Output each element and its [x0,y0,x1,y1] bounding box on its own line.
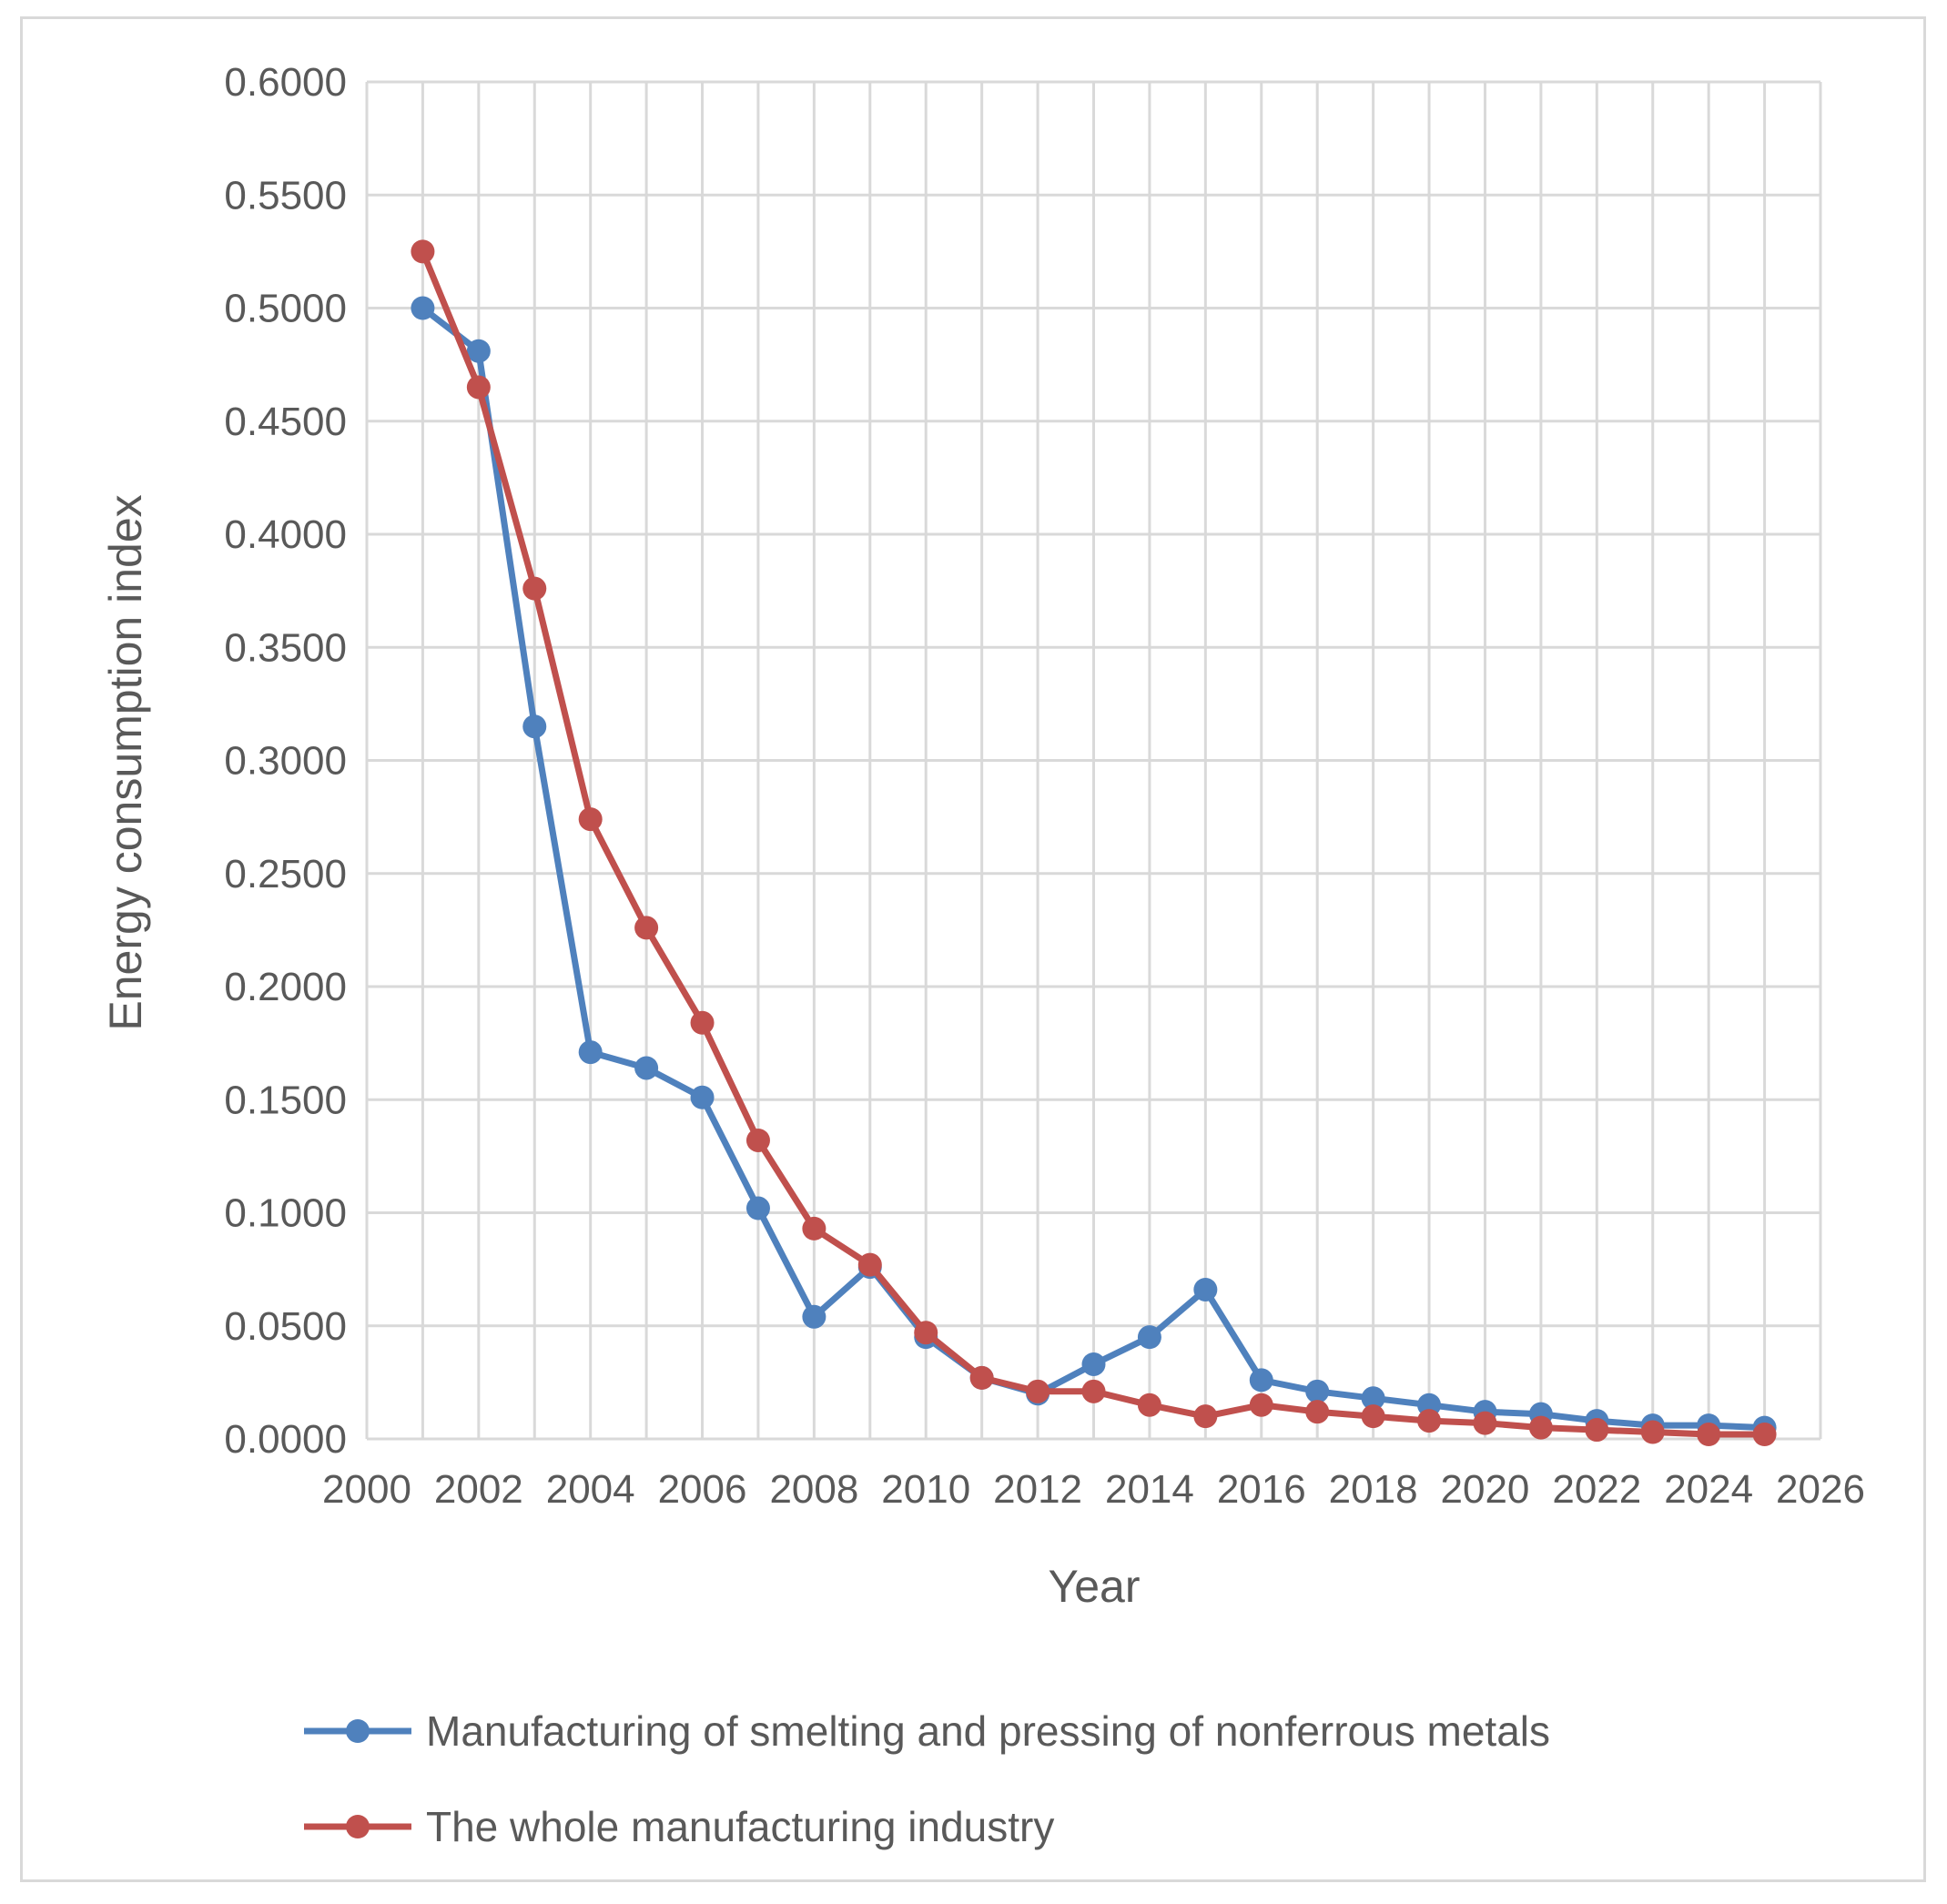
data-point [466,339,491,363]
legend-label-series-1: Manufacturing of smelting and pressing o… [426,1707,1550,1755]
data-point [1585,1418,1609,1443]
legend-label-series-2: The whole manufacturing industry [426,1803,1054,1850]
data-point [1081,1379,1106,1403]
data-point [1417,1409,1442,1433]
data-point [1305,1400,1330,1424]
data-point [857,1252,882,1277]
y-tick-label: 0.2000 [224,965,347,1009]
grid [365,80,1822,1441]
legend-item-series-1: Manufacturing of smelting and pressing o… [304,1707,1550,1755]
y-axis-ticks: 0.0000 0.0500 0.1000 0.1500 0.2000 0.2500 0.30… [224,60,347,1462]
data-point [1081,1352,1106,1376]
data-point [802,1304,826,1329]
data-point [1249,1368,1273,1393]
y-tick-label: 0.3500 [224,625,347,670]
y-tick-label: 0.4000 [224,512,347,557]
data-point [634,916,659,940]
data-point [1137,1325,1161,1350]
data-point [1193,1277,1218,1301]
x-tick-label: 2014 [1105,1467,1194,1512]
data-point [1361,1386,1385,1411]
y-tick-label: 0.1500 [224,1078,347,1122]
data-point [1752,1423,1777,1447]
data-point [1640,1420,1665,1444]
x-tick-label: 2026 [1776,1467,1865,1512]
x-tick-label: 2016 [1217,1467,1306,1512]
data-point [522,576,547,601]
data-point [1697,1423,1721,1447]
y-tick-label: 0.4500 [224,400,347,444]
x-tick-label: 2024 [1664,1467,1753,1512]
series-2 [411,239,1777,1447]
x-axis-title: Year [1048,1561,1140,1612]
data-point [1137,1393,1161,1417]
y-tick-label: 0.1000 [224,1191,347,1236]
y-tick-label: 0.0000 [224,1417,347,1462]
y-tick-label: 0.5500 [224,173,347,218]
data-point [690,1085,715,1109]
data-point [914,1321,938,1345]
legend-marker-series-2 [346,1815,370,1838]
x-tick-label: 2004 [546,1467,635,1512]
data-point [1361,1404,1385,1429]
data-point [745,1128,770,1152]
y-tick-label: 0.0500 [224,1304,347,1349]
data-point [411,239,435,264]
x-axis-ticks: 2000 2002 2004 2006 2008 2010 2012 2014 2016 2018… [322,1467,1865,1512]
data-point [411,296,435,320]
x-tick-label: 2022 [1552,1467,1641,1512]
data-point [466,375,491,400]
data-point [522,714,547,739]
x-tick-label: 2020 [1441,1467,1530,1512]
data-point [1473,1411,1497,1435]
x-tick-label: 2002 [434,1467,523,1512]
y-tick-label: 0.5000 [224,287,347,331]
data-point [1305,1379,1330,1403]
data-point [578,1040,603,1065]
x-tick-label: 2010 [881,1467,970,1512]
data-point [745,1196,770,1220]
y-tick-label: 0.3000 [224,739,347,784]
x-tick-label: 2008 [769,1467,858,1512]
data-point [1193,1404,1218,1429]
x-tick-label: 2000 [322,1467,411,1512]
x-tick-label: 2006 [658,1467,747,1512]
legend: Manufacturing of smelting and pressing o… [304,1707,1550,1850]
data-point [578,807,603,832]
series-layer [411,239,1777,1447]
data-point [690,1010,715,1035]
y-tick-label: 0.2500 [224,852,347,896]
data-point [1249,1393,1273,1417]
legend-item-series-2: The whole manufacturing industry [304,1803,1054,1850]
data-point [1026,1379,1050,1403]
y-tick-label: 0.6000 [224,60,347,105]
data-point [634,1056,659,1080]
data-point [969,1365,994,1390]
data-point [802,1216,826,1241]
data-point [1528,1415,1553,1440]
legend-marker-series-1 [346,1719,370,1743]
chart-frame [20,16,1926,1882]
y-axis-title: Energy consumption index [100,494,151,1030]
x-tick-label: 2018 [1329,1467,1418,1512]
x-tick-label: 2012 [993,1467,1082,1512]
